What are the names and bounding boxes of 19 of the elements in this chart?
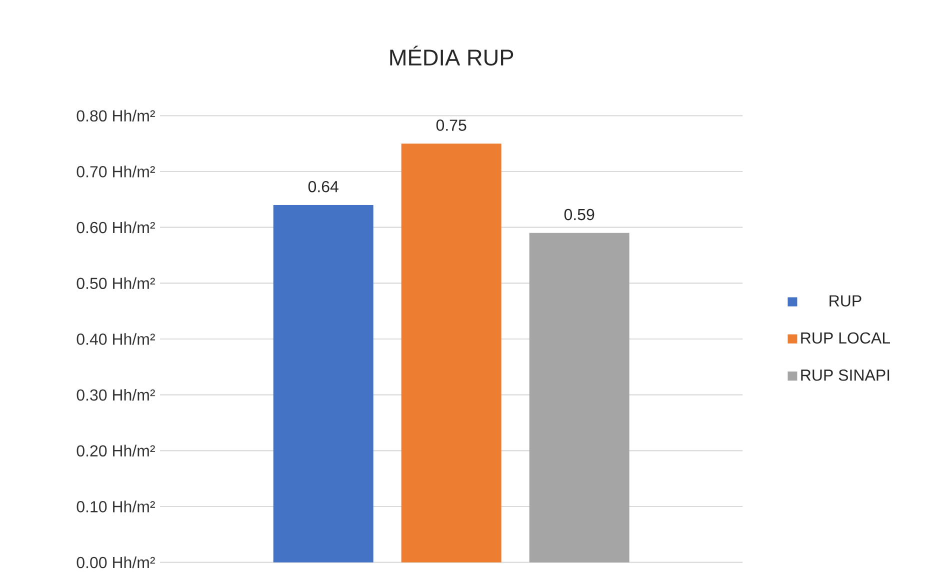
legend-label: RUP LOCAL <box>801 332 890 344</box>
y-tick-label: 0.30 Hh/m² <box>76 388 155 401</box>
y-tick-label: 0.80 Hh/m² <box>76 110 155 122</box>
y-tick-label: 0.10 Hh/m² <box>76 500 155 512</box>
data-label: 0.75 <box>436 120 466 131</box>
bar <box>529 232 630 562</box>
bar <box>401 144 502 562</box>
y-tick-label: 0.00 Hh/m² <box>76 556 155 568</box>
y-tick-label: 0.60 Hh/m² <box>76 221 155 234</box>
y-tick-label: 0.50 Hh/m² <box>76 277 155 290</box>
bar <box>273 204 374 562</box>
data-label: 0.59 <box>564 208 594 220</box>
y-tick-label: 0.40 Hh/m² <box>76 333 155 345</box>
legend-label: RUP SINAPI <box>801 370 890 381</box>
y-tick-label: 0.20 Hh/m² <box>76 444 155 457</box>
y-tick-label: 0.70 Hh/m² <box>76 166 155 178</box>
chart-title: MÉDIA RUP <box>390 46 514 66</box>
legend-label: RUP <box>830 295 862 306</box>
data-label: 0.64 <box>308 180 338 192</box>
